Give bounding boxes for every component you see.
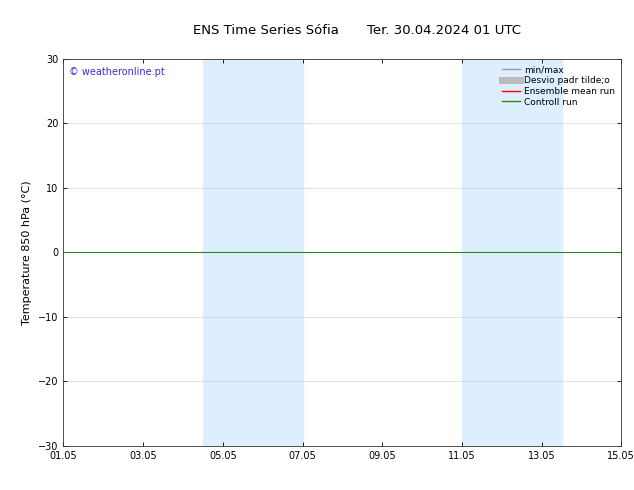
Bar <box>203 59 302 446</box>
Text: Ter. 30.04.2024 01 UTC: Ter. 30.04.2024 01 UTC <box>367 24 521 38</box>
Text: © weatheronline.pt: © weatheronline.pt <box>69 67 165 76</box>
Legend: min/max, Desvio padr tilde;o, Ensemble mean run, Controll run: min/max, Desvio padr tilde;o, Ensemble m… <box>500 63 617 108</box>
Text: ENS Time Series Sófia: ENS Time Series Sófia <box>193 24 339 38</box>
Bar <box>462 59 562 446</box>
Y-axis label: Temperature 850 hPa (°C): Temperature 850 hPa (°C) <box>22 180 32 325</box>
